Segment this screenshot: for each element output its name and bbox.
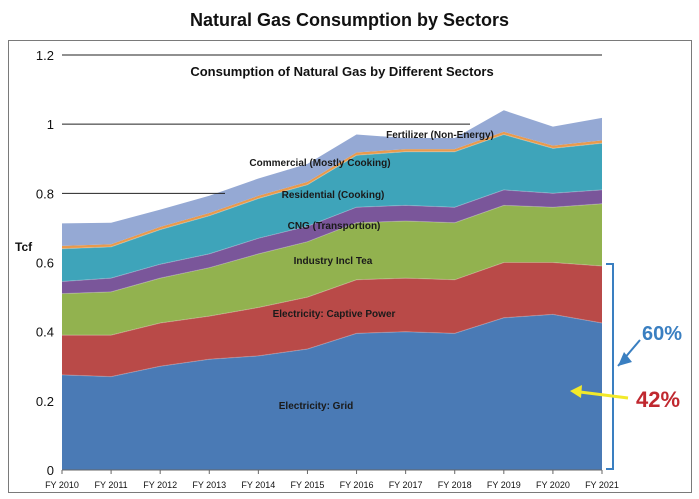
area-edge <box>61 203 603 295</box>
x-axis-ticks: FY 2010 FY 2011 FY 2012 FY 2013 FY 2014 FY 20… <box>45 470 619 490</box>
chart-frame <box>8 40 692 493</box>
arrow-head <box>570 385 582 398</box>
annotations: 60% 42% <box>570 263 682 470</box>
y-tick-label: 0 <box>47 463 54 478</box>
area-industry-incl-tea <box>62 203 602 336</box>
x-tick-label: FY 2021 <box>585 480 619 490</box>
x-tick-label: FY 2011 <box>94 480 127 490</box>
area-edge <box>61 133 603 250</box>
area-edge <box>61 189 603 282</box>
area-layers <box>61 110 603 470</box>
series-label: Electricity: Captive Power <box>273 309 396 320</box>
y-axis-ticks: 0 0.2 0.4 0.6 0.8 1 1.2 <box>36 48 54 478</box>
y-tick-label: 0.2 <box>36 394 54 409</box>
x-tick-label: FY 2010 <box>45 480 79 490</box>
x-tick-label: FY 2020 <box>536 480 570 490</box>
area-electricity-captive-power <box>62 262 602 377</box>
annotation-42-percent: 42% <box>636 387 680 412</box>
y-tick-label: 0.8 <box>36 186 54 201</box>
y-axis-label: Tcf <box>15 240 33 254</box>
y-tick-label: 0.6 <box>36 256 54 271</box>
x-tick-label: FY 2014 <box>241 480 275 490</box>
x-tick-label: FY 2015 <box>291 480 325 490</box>
series-label: Residential (Cooking) <box>282 190 385 201</box>
chart-title: Consumption of Natural Gas by Different … <box>190 64 493 79</box>
area-cng-transportion <box>62 189 602 294</box>
area-fertilizer-non-energy <box>62 110 602 246</box>
y-tick-label: 1 <box>47 117 54 132</box>
pointer-42 <box>579 390 629 400</box>
area-electricity-grid <box>62 314 602 470</box>
area-edge <box>61 313 603 378</box>
series-label: Fertilizer (Non-Energy) <box>386 130 494 141</box>
x-tick-label: FY 2016 <box>340 480 374 490</box>
x-tick-label: FY 2017 <box>389 480 423 490</box>
x-tick-label: FY 2019 <box>487 480 521 490</box>
y-tick-label: 0.4 <box>36 325 54 340</box>
area-edge <box>62 262 603 336</box>
series-label: Commercial (Mostly Cooking) <box>249 158 390 169</box>
x-tick-label: FY 2013 <box>192 480 226 490</box>
series-labels: Electricity: Grid Electricity: Captive Po… <box>249 130 493 412</box>
area-residential-cooking <box>62 134 602 282</box>
gridlines <box>62 54 602 194</box>
y-tick-label: 1.2 <box>36 48 54 63</box>
x-tick-label: FY 2018 <box>438 480 472 490</box>
series-label: CNG (Transportion) <box>288 221 381 232</box>
arrow-head <box>618 352 632 366</box>
series-label: Industry Incl Tea <box>294 256 373 267</box>
page-title: Natural Gas Consumption by Sectors <box>189 10 510 30</box>
annotation-60-percent: 60% <box>642 323 682 345</box>
bracket <box>606 263 614 470</box>
x-tick-label: FY 2012 <box>143 480 177 490</box>
series-label: Electricity: Grid <box>279 401 353 412</box>
